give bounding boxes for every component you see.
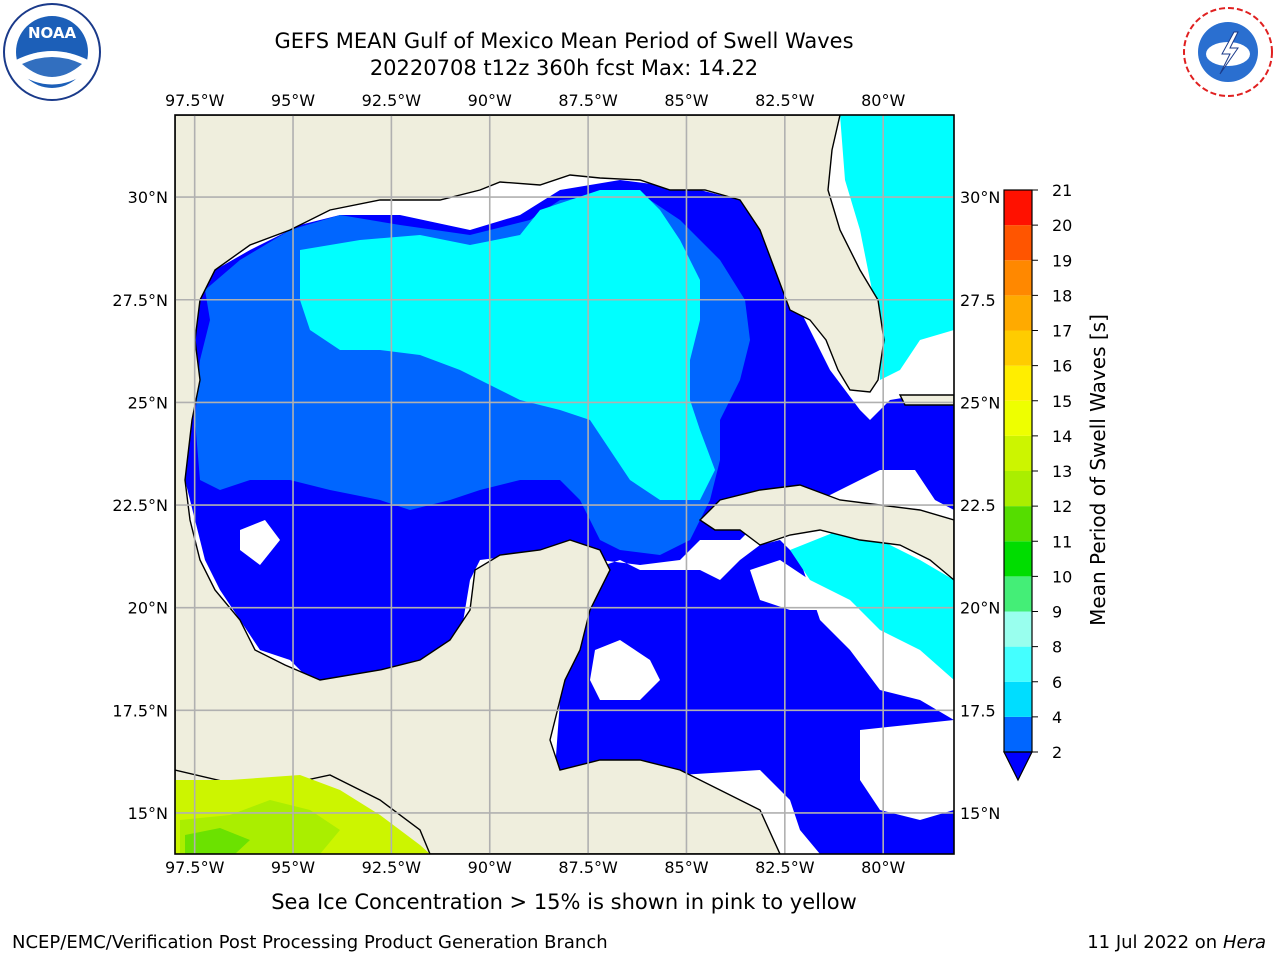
land-bahamas bbox=[898, 394, 954, 406]
swell-cyan-region-florida bbox=[840, 115, 954, 380]
lon-tick-label: 87.5°W bbox=[558, 91, 618, 110]
lat-tick-label: 22.5 bbox=[960, 496, 996, 515]
colorbar-tick-label: 8 bbox=[1052, 638, 1062, 657]
lon-tick-label: 82.5°W bbox=[755, 858, 815, 877]
lat-tick-label: 25°N bbox=[960, 393, 1000, 412]
lon-tick-label: 90°W bbox=[468, 858, 512, 877]
colorbar-tick-label: 15 bbox=[1052, 392, 1072, 411]
chart-subtitle: 20220708 t12z 360h fcst Max: 14.22 bbox=[369, 56, 759, 80]
colorbar-under-triangle bbox=[1003, 751, 1033, 782]
machine-name: Hera bbox=[1222, 932, 1266, 953]
colorbar-tick-label: 6 bbox=[1052, 673, 1062, 692]
lon-tick-label: 87.5°W bbox=[558, 858, 618, 877]
date-text: 11 Jul 2022 on Hera bbox=[1087, 932, 1266, 953]
colorbar-tick-label: 11 bbox=[1052, 532, 1072, 551]
colorbar-tick-label: 13 bbox=[1052, 462, 1072, 481]
colorbar-band bbox=[1004, 435, 1032, 471]
colorbar-band bbox=[1004, 260, 1032, 296]
lon-tick-label: 82.5°W bbox=[755, 91, 815, 110]
colorbar-tick-label: 21 bbox=[1052, 181, 1072, 200]
lat-tick-label: 22.5°N bbox=[112, 496, 168, 515]
lat-tick-label: 30°N bbox=[128, 188, 168, 207]
lon-labels-bottom: 97.5°W 95°W 92.5°W 90°W 87.5°W 85°W 82.5°W 80°W bbox=[165, 858, 906, 877]
colorbar-band bbox=[1004, 295, 1032, 331]
highperiod-region-pacific-core bbox=[185, 828, 250, 854]
colorbar-band bbox=[1004, 506, 1032, 542]
lon-tick-label: 95°W bbox=[271, 858, 315, 877]
lon-tick-label: 80°W bbox=[861, 858, 905, 877]
colorbar-band bbox=[1004, 541, 1032, 577]
colorbar-band bbox=[1004, 681, 1032, 717]
colorbar-band bbox=[1004, 190, 1032, 226]
lon-tick-label: 92.5°W bbox=[362, 91, 422, 110]
graticule bbox=[175, 115, 954, 854]
lon-tick-label: 92.5°W bbox=[362, 858, 422, 877]
colorbar-band bbox=[1004, 400, 1032, 436]
lon-tick-label: 90°W bbox=[468, 91, 512, 110]
swell-nodata-west bbox=[240, 520, 280, 565]
colorbar-band bbox=[1004, 646, 1032, 682]
sea-ice-note: Sea Ice Concentration > 15% is shown in … bbox=[271, 890, 857, 914]
swell-cyan-region-caribbean bbox=[790, 530, 954, 680]
colorbar-title: Mean Period of Swell Waves [s] bbox=[1086, 314, 1110, 626]
colorbar-tick-label: 18 bbox=[1052, 286, 1072, 305]
credit-text: NCEP/EMC/Verification Post Processing Pr… bbox=[12, 932, 608, 953]
lat-tick-label: 25°N bbox=[128, 393, 168, 412]
lon-tick-label: 95°W bbox=[271, 91, 315, 110]
swell-cyan-region bbox=[300, 190, 715, 500]
nws-logo bbox=[1180, 4, 1276, 100]
lon-tick-label: 85°W bbox=[664, 858, 708, 877]
lon-labels-top: 97.5°W 95°W 92.5°W 90°W 87.5°W 85°W 82.5°W 80°W bbox=[165, 91, 906, 110]
colorbar-tick-label: 16 bbox=[1052, 357, 1072, 376]
colorbar-tick-label: 19 bbox=[1052, 251, 1072, 270]
colorbar-band bbox=[1004, 330, 1032, 366]
chart-title: GEFS MEAN Gulf of Mexico Mean Period of … bbox=[274, 29, 854, 53]
lat-tick-label: 15°N bbox=[960, 804, 1000, 823]
swell-nodata-yucatan-east bbox=[590, 640, 660, 700]
colorbar-tick-label: 20 bbox=[1052, 216, 1072, 235]
colorbar-tick-label: 4 bbox=[1052, 708, 1062, 727]
lon-tick-label: 97.5°W bbox=[165, 91, 225, 110]
date-label: 11 Jul 2022 on bbox=[1087, 932, 1223, 953]
colorbar-tick-label: 17 bbox=[1052, 322, 1072, 341]
lon-tick-label: 85°W bbox=[664, 91, 708, 110]
colorbar-tick-label: 9 bbox=[1052, 603, 1062, 622]
lat-labels-left: 30°N 27.5°N 25°N 22.5°N 20°N 17.5°N 15°N bbox=[112, 188, 168, 823]
map-layers bbox=[175, 115, 954, 854]
colorbar-band bbox=[1004, 225, 1032, 261]
lat-labels-right: 30°N 27.5 25°N 22.5 20°N 17.5 15°N bbox=[960, 188, 1000, 823]
lat-tick-label: 27.5 bbox=[960, 291, 996, 310]
lat-tick-label: 27.5°N bbox=[112, 291, 168, 310]
colorbar-band bbox=[1004, 611, 1032, 647]
colorbar-tick-label: 2 bbox=[1052, 743, 1062, 762]
lon-tick-label: 97.5°W bbox=[165, 858, 225, 877]
colorbar-band bbox=[1004, 365, 1032, 401]
colorbar: 2 4 6 8 9 10 11 12 13 14 15 16 17 18 19 20 21 bbox=[1003, 181, 1072, 782]
lat-tick-label: 17.5°N bbox=[112, 701, 168, 720]
swell-field bbox=[185, 115, 954, 854]
colorbar-band bbox=[1004, 471, 1032, 507]
lat-tick-label: 20°N bbox=[128, 599, 168, 618]
colorbar-tick-label: 12 bbox=[1052, 497, 1072, 516]
lon-tick-label: 80°W bbox=[861, 91, 905, 110]
colorbar-band bbox=[1004, 716, 1032, 752]
land-cuba bbox=[698, 484, 954, 581]
lat-tick-label: 17.5 bbox=[960, 701, 996, 720]
noaa-logo-text: NOAA bbox=[28, 24, 77, 42]
noaa-logo: NOAA bbox=[3, 3, 101, 101]
colorbar-tick-label: 14 bbox=[1052, 427, 1072, 446]
lat-tick-label: 30°N bbox=[960, 188, 1000, 207]
lat-tick-label: 20°N bbox=[960, 599, 1000, 618]
map-frame bbox=[174, 114, 955, 855]
colorbar-tick-label: 10 bbox=[1052, 567, 1072, 586]
colorbar-band bbox=[1004, 576, 1032, 612]
lat-tick-label: 15°N bbox=[128, 804, 168, 823]
